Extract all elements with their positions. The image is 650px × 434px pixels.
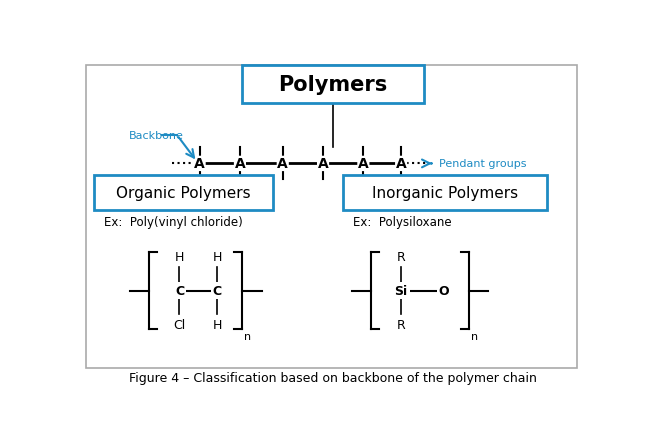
FancyBboxPatch shape [86,66,577,368]
Text: Organic Polymers: Organic Polymers [116,186,250,201]
Text: H: H [213,319,222,332]
FancyBboxPatch shape [94,176,273,211]
Text: Inorganic Polymers: Inorganic Polymers [372,186,518,201]
Text: R: R [396,319,406,332]
Text: C: C [175,285,184,297]
Text: R: R [396,251,406,263]
Text: A: A [318,157,328,171]
Text: Ex:  Polysiloxane: Ex: Polysiloxane [354,216,452,229]
Text: A: A [278,157,288,171]
Text: H: H [175,251,184,263]
Text: n: n [244,331,251,341]
Text: H: H [213,251,222,263]
Text: n: n [471,331,478,341]
FancyBboxPatch shape [343,176,547,211]
Text: Figure 4 – Classification based on backbone of the polymer chain: Figure 4 – Classification based on backb… [129,372,537,385]
Text: A: A [396,157,406,171]
Text: Cl: Cl [174,319,186,332]
Text: Pendant groups: Pendant groups [439,159,526,169]
Text: A: A [235,157,245,171]
Text: O: O [439,285,449,297]
FancyBboxPatch shape [242,66,424,104]
Text: C: C [213,285,222,297]
Text: Polymers: Polymers [278,75,388,95]
Text: A: A [194,157,205,171]
Text: Backbone: Backbone [129,131,184,141]
Text: Si: Si [395,285,408,297]
Text: Ex:  Poly(vinyl chloride): Ex: Poly(vinyl chloride) [104,216,242,229]
Text: A: A [358,157,369,171]
